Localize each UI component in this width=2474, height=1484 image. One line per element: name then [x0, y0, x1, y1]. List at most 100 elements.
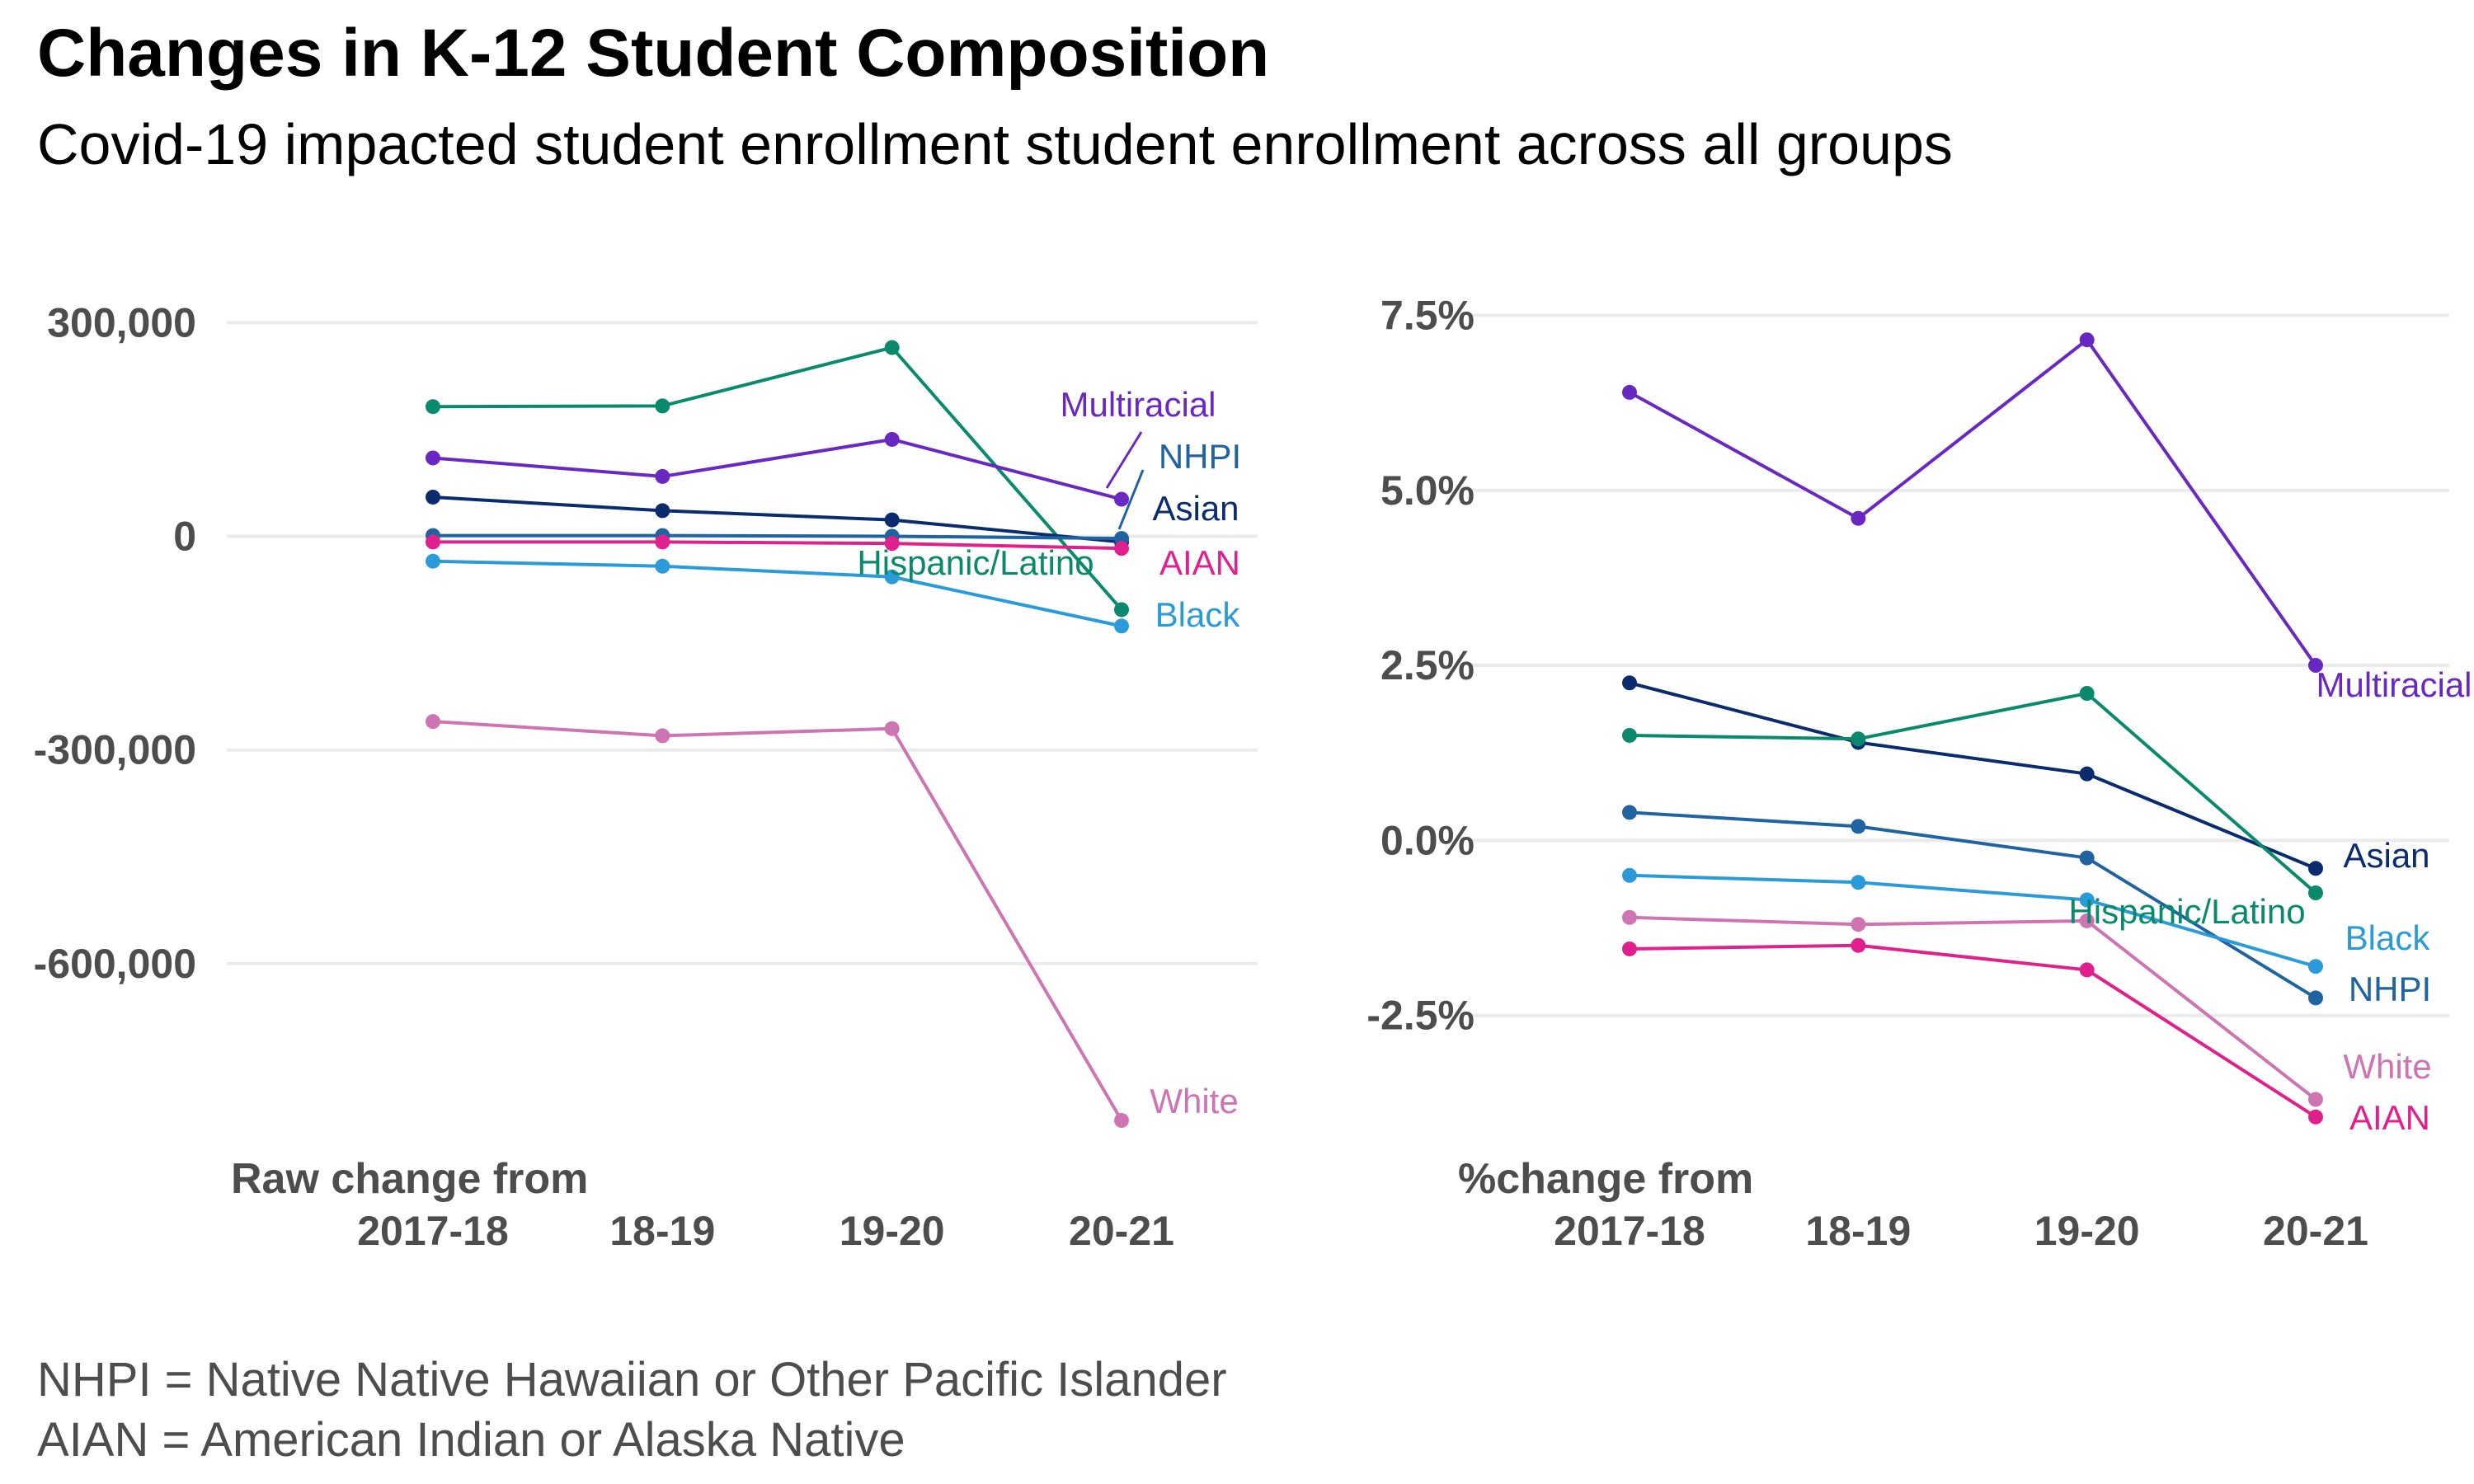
raw-series-label-nhpi: NHPI: [1159, 437, 1241, 476]
raw-point-black: [884, 569, 900, 585]
raw-point-black: [426, 553, 440, 569]
raw-y-tick-label: -300,000: [34, 727, 196, 773]
pct-point-aian: [2308, 1109, 2323, 1125]
raw-point-aian: [884, 536, 900, 552]
pct-point-white: [2079, 913, 2095, 928]
raw-point-hispanic-latino: [1114, 602, 1129, 618]
raw-series-line-nhpi: [433, 533, 1122, 541]
pct-point-white: [2308, 1092, 2323, 1107]
pct-point-white: [1851, 917, 1866, 932]
raw-point-asian: [426, 489, 440, 505]
pct-series-label-multiracial: Multiracial: [2316, 665, 2472, 704]
pct-point-multiracial: [1851, 510, 1866, 526]
pct-point-nhpi: [1851, 819, 1866, 834]
raw-y-tick-label: 0: [173, 513, 196, 559]
pct-point-hispanic-latino: [1622, 727, 1637, 743]
pct-y-tick-label: 2.5%: [1380, 642, 1475, 688]
raw-x-axis-title: Raw change from: [231, 1155, 588, 1203]
pct-x-tick-label: 2017-18: [1554, 1208, 1705, 1254]
raw-series-line-white: [432, 720, 1123, 1122]
caption-nhpi: NHPI = Native Native Hawaiian or Other P…: [37, 1353, 1227, 1407]
pct-x-tick-label: 19-20: [2034, 1208, 2140, 1254]
pct-series-line-aian: [1629, 943, 2317, 1119]
pct-point-asian: [1622, 675, 1637, 691]
raw-series-label-multiracial: Multiracial: [1060, 385, 1216, 424]
pct-series-line-white: [1629, 915, 2317, 1101]
pct-point-nhpi: [2079, 850, 2095, 866]
raw-point-hispanic-latino: [655, 398, 670, 414]
pct-point-hispanic-latino: [2079, 686, 2095, 702]
pct-point-black: [1622, 867, 1637, 883]
raw-label-leader-multiracial: [1105, 431, 1143, 489]
pct-series-line-asian: [1629, 681, 2316, 871]
raw-x-tick-label: 18-19: [609, 1208, 715, 1254]
pct-y-tick-label: 5.0%: [1380, 467, 1475, 514]
pct-point-asian: [2079, 766, 2095, 782]
pct-series-line-multiracial: [1629, 338, 2317, 667]
raw-series-line-aian: [433, 540, 1122, 551]
pct-series-label-hispanic-latino: Hispanic/Latino: [2068, 892, 2305, 931]
raw-point-white: [1114, 1113, 1129, 1128]
raw-point-white: [655, 728, 670, 744]
raw-point-aian: [1114, 541, 1129, 556]
pct-x-tick-label: 20-21: [2263, 1208, 2368, 1254]
chart-subtitle: Covid-19 impacted student enrollment stu…: [37, 112, 1953, 176]
pct-point-black: [2308, 959, 2323, 974]
raw-point-black: [1114, 618, 1129, 634]
raw-point-black: [655, 558, 670, 574]
pct-series-label-aian: AIAN: [2349, 1098, 2430, 1137]
raw-series-line-asian: [432, 495, 1122, 544]
pct-x-tick-label: 18-19: [1805, 1208, 1911, 1254]
raw-point-hispanic-latino: [426, 399, 440, 415]
raw-series-label-white: White: [1150, 1082, 1238, 1120]
pct-series-line-hispanic-latino: [1629, 692, 2317, 895]
pct-point-multiracial: [2079, 332, 2095, 348]
raw-point-white: [884, 721, 900, 736]
raw-point-multiracial: [1114, 491, 1129, 507]
pct-series-label-nhpi: NHPI: [2349, 970, 2431, 1008]
raw-point-aian: [655, 534, 670, 550]
pct-point-black: [2079, 892, 2095, 908]
pct-series-line-black: [1629, 873, 2316, 969]
pct-y-tick-label: 7.5%: [1380, 292, 1475, 338]
pct-x-axis-title: %change from: [1458, 1155, 1753, 1203]
chart-title: Changes in K-12 Student Composition: [37, 16, 1270, 91]
pct-y-tick-label: -2.5%: [1366, 993, 1475, 1039]
raw-label-leader-nhpi: [1117, 469, 1145, 530]
raw-point-aian: [426, 534, 440, 550]
pct-point-white: [1622, 909, 1637, 925]
pct-series-line-nhpi: [1629, 810, 2317, 1000]
raw-point-multiracial: [426, 450, 440, 466]
raw-series-line-hispanic-latino: [432, 345, 1123, 611]
pct-series-label-black: Black: [2345, 918, 2431, 957]
pct-series-label-white: White: [2343, 1047, 2431, 1086]
pct-point-asian: [2308, 861, 2323, 876]
raw-point-white: [426, 714, 440, 730]
raw-change-panel: 300,000 0 -300,000 -600,000 Raw change from 2…: [34, 299, 1258, 1254]
pct-point-nhpi: [2308, 990, 2323, 1006]
raw-series-line-black: [432, 559, 1122, 628]
raw-point-asian: [655, 503, 670, 519]
pct-point-hispanic-latino: [2308, 885, 2323, 901]
raw-y-tick-label: -600,000: [34, 941, 196, 987]
raw-point-asian: [884, 512, 900, 528]
raw-y-tick-label: 300,000: [47, 299, 196, 345]
raw-series-label-asian: Asian: [1152, 489, 1239, 528]
pct-series-label-asian: Asian: [2343, 836, 2429, 875]
raw-point-hispanic-latino: [884, 340, 900, 355]
raw-point-multiracial: [884, 431, 900, 447]
pct-point-aian: [2079, 962, 2095, 978]
raw-x-tick-label: 19-20: [840, 1208, 945, 1254]
pct-point-black: [1851, 875, 1866, 890]
pct-point-multiracial: [1622, 384, 1637, 400]
raw-series-label-black: Black: [1155, 595, 1241, 634]
raw-series-line-multiracial: [432, 437, 1122, 501]
raw-series-label-hispanic-latino: Hispanic/Latino: [857, 543, 1094, 582]
caption-aian: AIAN = American Indian or Alaska Native: [37, 1413, 905, 1467]
raw-x-tick-label: 2017-18: [357, 1208, 509, 1254]
pct-point-aian: [1622, 941, 1637, 956]
pct-point-nhpi: [1622, 805, 1637, 820]
pct-point-multiracial: [2308, 658, 2323, 674]
raw-x-tick-label: 20-21: [1069, 1208, 1174, 1254]
